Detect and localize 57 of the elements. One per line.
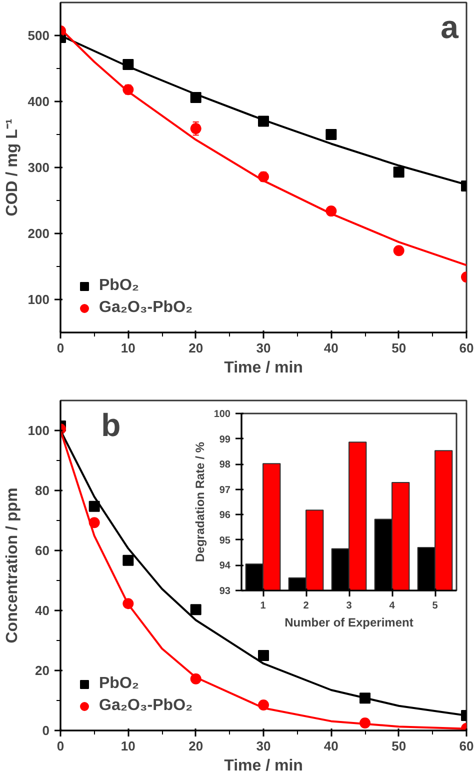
point: [122, 554, 134, 566]
x-tick-label: 20: [188, 340, 204, 356]
annotation: a: [440, 9, 459, 46]
y-tick-label: 200: [28, 226, 50, 241]
x-tick-label: 5: [432, 600, 438, 612]
y-tick-label: 94: [219, 560, 231, 572]
legend-label: PbO₂: [99, 277, 139, 295]
point: [393, 166, 404, 178]
x-tick-label: 50: [392, 738, 406, 754]
point: [326, 129, 337, 140]
y-tick-label: 100: [214, 409, 231, 420]
x-tick-label: 40: [324, 340, 338, 356]
y-tick-label: 0: [42, 723, 50, 738]
y-tick-label: 97: [219, 484, 231, 496]
annotation: b: [101, 407, 121, 444]
x-tick-label: 0: [56, 738, 64, 754]
y-tick-label: 100: [28, 423, 50, 438]
point: [88, 500, 100, 512]
point: [190, 123, 202, 134]
x-tick-label: 0: [56, 340, 64, 356]
x-tick-label: 40: [324, 738, 338, 754]
legend-label: Ga₂O₃-PbO₂: [99, 299, 193, 317]
x-axis-title: Time / min: [224, 360, 303, 376]
y-axis-title: COD / mg L⁻¹: [4, 118, 21, 216]
y-tick-label: 400: [28, 94, 50, 109]
x-tick-label: 60: [459, 738, 474, 754]
x-axis-title: Time / min: [224, 758, 303, 774]
y-tick-label: 100: [28, 292, 50, 307]
y-tick-label: 96: [219, 510, 231, 522]
legend-label: Ga₂O₃-PbO₂: [99, 697, 193, 715]
y-tick-label: 98: [219, 460, 231, 471]
x-axis-title: Number of Experiment: [284, 616, 414, 630]
x-tick-label: 2: [303, 600, 310, 612]
y-tick-label: 500: [28, 28, 50, 43]
y-axis-title: Concentration / ppm: [4, 488, 21, 644]
x-tick-label: 20: [188, 738, 204, 754]
y-tick-label: 20: [35, 663, 50, 678]
x-tick-label: 4: [389, 600, 396, 612]
x-tick-label: 3: [346, 600, 352, 612]
x-tick-label: 30: [256, 738, 271, 754]
point: [190, 604, 202, 616]
y-tick-label: 99: [219, 434, 231, 446]
x-tick-label: 10: [120, 340, 136, 356]
y-axis-title: Degradation Rate / %: [192, 442, 207, 562]
point: [258, 650, 269, 661]
x-tick-label: 30: [256, 340, 271, 356]
x-tick-label: 1: [260, 600, 266, 612]
y-tick-label: 93: [219, 586, 231, 597]
y-tick-label: 60: [35, 543, 50, 558]
y-tick-label: 95: [219, 535, 231, 546]
y-tick-label: 80: [35, 483, 50, 498]
point: [393, 245, 404, 256]
x-tick-label: 60: [459, 340, 474, 356]
legend-label: PbO₂: [99, 675, 139, 693]
x-tick-label: 10: [120, 738, 136, 754]
y-tick-label: 300: [28, 160, 50, 175]
x-tick-label: 50: [392, 340, 406, 356]
